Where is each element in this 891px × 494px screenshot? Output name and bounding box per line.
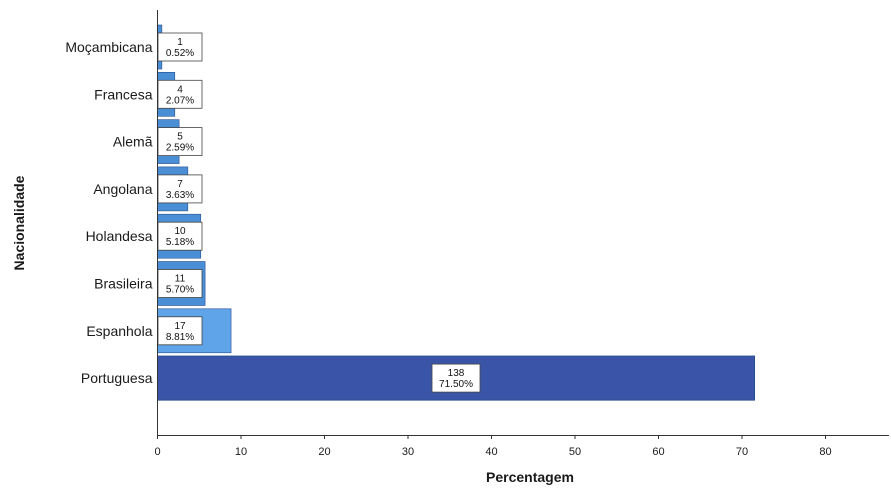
x-tick-label-50: 50 xyxy=(569,446,581,458)
data-label-count-brasileira: 11 xyxy=(175,274,186,285)
data-label-count-holandesa: 10 xyxy=(174,226,186,237)
data-label-percent-holandesa: 5.18% xyxy=(166,237,194,248)
x-tick-label-30: 30 xyxy=(402,446,414,458)
data-label-box-holandesa xyxy=(157,221,203,251)
data-label-percent-mocambicana: 0.52% xyxy=(166,48,194,59)
x-tick-label-10: 10 xyxy=(235,446,247,458)
category-label-angolana: Angolana xyxy=(93,181,152,197)
category-label-mocambicana: Moçambicana xyxy=(65,39,152,55)
data-label-percent-alema: 2.59% xyxy=(166,143,194,154)
data-label-percent-espanhola: 8.81% xyxy=(166,332,194,343)
data-label-percent-brasileira: 5.70% xyxy=(166,285,194,296)
category-label-holandesa: Holandesa xyxy=(86,228,153,244)
y-axis-title: Nacionalidade xyxy=(11,175,27,270)
data-label-box-francesa xyxy=(157,79,203,109)
data-label-count-alema: 5 xyxy=(177,132,183,143)
x-tick-label-60: 60 xyxy=(652,446,664,458)
x-tick-label-80: 80 xyxy=(819,446,831,458)
category-label-brasileira: Brasileira xyxy=(94,276,153,292)
data-label-percent-portuguesa: 71.50% xyxy=(439,379,473,390)
bars-group xyxy=(157,24,756,401)
x-tick-label-70: 70 xyxy=(736,446,748,458)
data-label-box-espanhola xyxy=(157,316,203,346)
data-label-count-portuguesa: 138 xyxy=(448,368,465,379)
x-axis-title: Percentagem xyxy=(486,469,574,485)
category-label-portuguesa: Portuguesa xyxy=(81,370,153,386)
category-label-francesa: Francesa xyxy=(94,86,153,102)
category-label-alema: Alemã xyxy=(113,134,153,150)
data-label-box-alema xyxy=(157,127,203,156)
x-ticks-group: 0 10 20 30 40 50 60 70 80 xyxy=(154,435,832,458)
data-label-box-portuguesa xyxy=(431,363,481,393)
data-label-percent-angolana: 3.63% xyxy=(166,190,194,201)
category-label-espanhola: Espanhola xyxy=(86,323,152,339)
x-tick-label-0: 0 xyxy=(154,446,160,458)
data-label-count-espanhola: 17 xyxy=(174,321,186,332)
x-tick-label-40: 40 xyxy=(485,446,497,458)
category-labels-group: Moçambicana Francesa Alemã Angolana Holandes… xyxy=(65,39,152,386)
x-tick-label-20: 20 xyxy=(318,446,330,458)
data-labels-group: 10.52% 42.07% 52.59% 73.63% 105.18% 115.70% 17… xyxy=(157,32,481,393)
data-label-count-francesa: 4 xyxy=(177,84,183,95)
data-label-box-angolana xyxy=(157,174,203,204)
data-label-box-mocambicana xyxy=(157,32,203,62)
data-label-count-mocambicana: 1 xyxy=(177,37,183,48)
data-label-count-angolana: 7 xyxy=(177,179,183,190)
data-label-percent-francesa: 2.07% xyxy=(166,95,194,106)
